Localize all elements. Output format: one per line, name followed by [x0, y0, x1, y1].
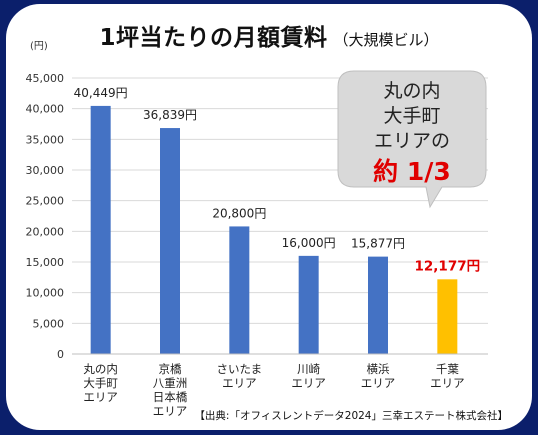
y-axis-unit: (円): [30, 41, 48, 52]
data-label: 20,800円: [212, 206, 266, 220]
bar: [90, 105, 111, 354]
y-tick-label: 30,000: [26, 164, 65, 177]
x-tick-label: エリア: [153, 404, 188, 418]
callout-highlight-prefix: 約: [373, 157, 399, 186]
data-label: 15,877円: [351, 237, 405, 251]
y-tick-label: 20,000: [26, 225, 65, 238]
x-tick-label: エリア: [83, 390, 118, 404]
callout-highlight: 約 1/3: [336, 154, 488, 190]
y-tick-label: 40,000: [26, 103, 65, 116]
callout-line-1: 丸の内: [383, 80, 441, 102]
bar: [160, 128, 180, 354]
x-tick-label: 丸の内: [83, 362, 118, 376]
chart-card: 1坪当たりの月額賃料 （大規模ビル） 0 5,000 10,000 15,000 20,0…: [6, 4, 532, 430]
y-tick-label: 0: [57, 348, 64, 361]
x-tick-label: 大手町: [83, 376, 118, 390]
x-tick-label: 川崎: [297, 362, 320, 376]
x-tick-label: エリア: [291, 376, 326, 390]
data-label: 12,177円: [415, 258, 481, 274]
y-tick-label: 45,000: [26, 72, 65, 85]
bar: [368, 256, 388, 354]
y-tick-label: 35,000: [26, 133, 65, 146]
callout-text: 丸の内 大手町 エリアの 約 1/3: [336, 79, 488, 190]
x-tick-label: エリア: [430, 376, 465, 390]
x-tick-label: エリア: [222, 376, 257, 390]
source-note: 【出典:「オフィスレントデータ2024」三幸エステート株式会社】: [194, 410, 508, 422]
x-tick-label: さいたま: [217, 362, 263, 376]
bar: [298, 255, 319, 354]
x-tick-label: 横浜: [367, 362, 390, 376]
x-tick-label: 八重洲: [153, 376, 188, 390]
chart-title: 1坪当たりの月額賃料 （大規模ビル）: [6, 18, 532, 52]
y-tick-label: 5,000: [33, 317, 65, 330]
y-tick-label: 15,000: [26, 256, 65, 269]
x-tick-label: エリア: [361, 376, 396, 390]
x-tick-label: 日本橋: [153, 390, 188, 404]
callout-bubble: 丸の内 大手町 エリアの 約 1/3: [336, 69, 488, 209]
bar: [229, 226, 250, 354]
bar-chart: 0 5,000 10,000 15,000 20,000 25,000 30,000 35,0…: [26, 41, 488, 418]
callout-line-3: エリアの: [373, 130, 450, 152]
y-tick-label: 25,000: [26, 195, 65, 208]
data-label: 40,449円: [74, 86, 128, 100]
chart-title-main: 1坪当たりの月額賃料: [99, 25, 328, 51]
callout-line-2: 大手町: [383, 105, 441, 127]
chart-subtitle: （大規模ビル）: [333, 31, 439, 49]
callout-shape: [337, 70, 487, 209]
bar: [437, 279, 458, 354]
x-tick-label: 千葉: [436, 362, 459, 376]
x-tick-label: 京橋: [159, 362, 182, 376]
callout-highlight-value: 1/3: [406, 157, 451, 186]
data-label: 36,839円: [143, 108, 197, 122]
data-label: 16,000円: [282, 236, 336, 250]
y-tick-label: 10,000: [26, 287, 65, 300]
